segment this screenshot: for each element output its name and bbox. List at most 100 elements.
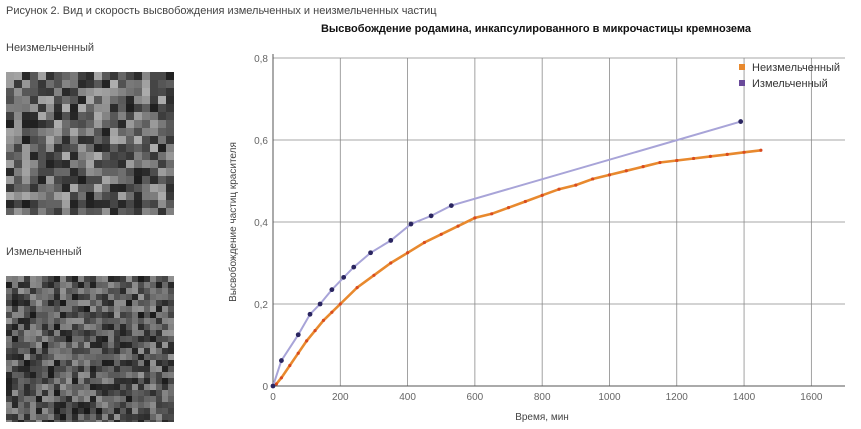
- noise-cell: [166, 104, 174, 112]
- noise-cell: [102, 390, 108, 396]
- noise-cell: [150, 72, 158, 80]
- noise-cell: [72, 294, 78, 300]
- noise-cell: [114, 294, 120, 300]
- noise-cell: [78, 342, 84, 348]
- noise-cell: [66, 306, 72, 312]
- noise-cell: [6, 136, 14, 144]
- noise-cell: [150, 152, 158, 160]
- data-point-unmilled: [330, 310, 334, 314]
- noise-cell: [36, 354, 42, 360]
- noise-cell: [126, 184, 134, 192]
- noise-cell: [162, 300, 168, 306]
- noise-cell: [120, 294, 126, 300]
- noise-cell: [42, 408, 48, 414]
- noise-cell: [162, 414, 168, 420]
- noise-cell: [96, 372, 102, 378]
- noise-cell: [102, 402, 108, 408]
- noise-cell: [62, 184, 70, 192]
- noise-cell: [72, 390, 78, 396]
- noise-cell: [12, 396, 18, 402]
- noise-cell: [96, 348, 102, 354]
- noise-cell: [142, 136, 150, 144]
- x-tick-label: 400: [399, 392, 416, 403]
- noise-cell: [78, 168, 86, 176]
- panel-label-milled: Измельченный: [6, 246, 82, 258]
- noise-cell: [6, 112, 14, 120]
- noise-cell: [54, 312, 60, 318]
- noise-cell: [156, 366, 162, 372]
- noise-cell: [162, 390, 168, 396]
- noise-cell: [12, 336, 18, 342]
- noise-cell: [120, 312, 126, 318]
- noise-cell: [138, 378, 144, 384]
- noise-cell: [66, 318, 72, 324]
- noise-cell: [134, 136, 142, 144]
- noise-cell: [102, 120, 110, 128]
- noise-cell: [166, 208, 174, 216]
- noise-cell: [114, 408, 120, 414]
- noise-cell: [168, 336, 174, 342]
- noise-cell: [120, 372, 126, 378]
- legend-label-milled: Измельченный: [752, 78, 828, 90]
- noise-cell: [138, 324, 144, 330]
- noise-cell: [36, 390, 42, 396]
- noise-cell: [150, 88, 158, 96]
- x-tick-label: 600: [467, 392, 484, 403]
- noise-cell: [120, 348, 126, 354]
- noise-cell: [22, 96, 30, 104]
- noise-cell: [66, 360, 72, 366]
- noise-cell: [30, 120, 38, 128]
- noise-cell: [158, 104, 166, 112]
- noise-cell: [36, 360, 42, 366]
- noise-cell: [168, 312, 174, 318]
- noise-cell: [84, 312, 90, 318]
- noise-cell: [166, 80, 174, 88]
- noise-cell: [12, 414, 18, 420]
- noise-cell: [54, 88, 62, 96]
- noise-cell: [54, 414, 60, 420]
- noise-cell: [86, 208, 94, 216]
- noise-cell: [118, 120, 126, 128]
- noise-cell: [66, 288, 72, 294]
- noise-cell: [14, 192, 22, 200]
- noise-cell: [96, 384, 102, 390]
- noise-cell: [78, 354, 84, 360]
- noise-cell: [6, 176, 14, 184]
- noise-cell: [70, 200, 78, 208]
- noise-cell: [132, 294, 138, 300]
- noise-cell: [22, 144, 30, 152]
- noise-cell: [14, 112, 22, 120]
- noise-cell: [24, 348, 30, 354]
- noise-cell: [134, 152, 142, 160]
- data-point-unmilled: [313, 329, 317, 333]
- noise-cell: [48, 306, 54, 312]
- noise-cell: [36, 408, 42, 414]
- noise-cell: [62, 96, 70, 104]
- noise-cell: [48, 348, 54, 354]
- noise-cell: [78, 336, 84, 342]
- noise-cell: [66, 366, 72, 372]
- noise-cell: [36, 288, 42, 294]
- noise-cell: [108, 348, 114, 354]
- noise-cell: [90, 318, 96, 324]
- noise-cell: [30, 176, 38, 184]
- noise-cell: [6, 152, 14, 160]
- noise-cell: [126, 192, 134, 200]
- noise-cell: [42, 366, 48, 372]
- noise-cell: [62, 136, 70, 144]
- noise-cell: [162, 294, 168, 300]
- noise-cell: [90, 312, 96, 318]
- noise-cell: [126, 136, 134, 144]
- noise-cell: [108, 336, 114, 342]
- noise-cell: [132, 396, 138, 402]
- noise-cell: [42, 288, 48, 294]
- noise-cell: [150, 402, 156, 408]
- noise-cell: [70, 104, 78, 112]
- noise-cell: [96, 324, 102, 330]
- noise-cell: [132, 366, 138, 372]
- noise-cell: [144, 396, 150, 402]
- noise-cell: [168, 396, 174, 402]
- noise-cell: [132, 318, 138, 324]
- noise-cell: [142, 72, 150, 80]
- noise-cell: [70, 184, 78, 192]
